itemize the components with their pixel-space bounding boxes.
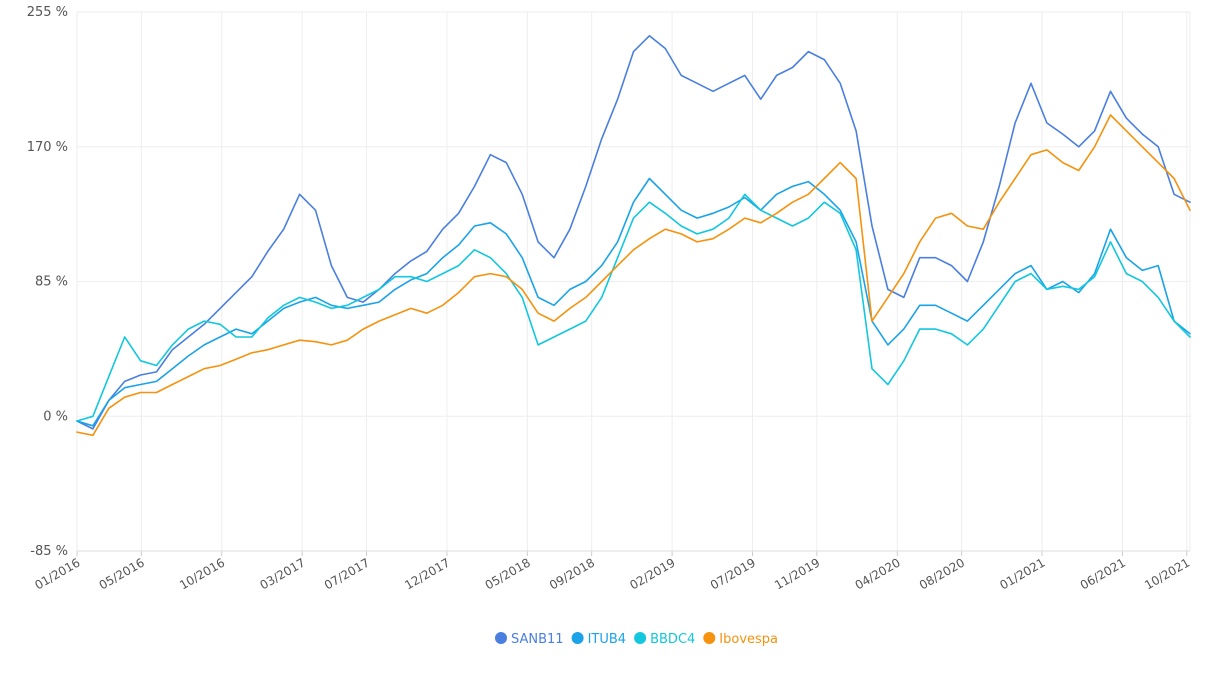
legend-marker-icon <box>495 632 507 644</box>
legend-label: Ibovespa <box>719 632 778 647</box>
x-tick-label: 03/2017 <box>257 555 307 592</box>
x-tick-label: 02/2019 <box>627 555 677 592</box>
legend-marker-icon <box>634 632 647 644</box>
legend-label: SANB11 <box>511 632 564 647</box>
x-axis: 01/2016 05/2016 10/2016 03/2017 07/2017 12/20… <box>32 550 1192 593</box>
x-tick-label: 11/2019 <box>772 555 822 592</box>
legend-item-sanb11[interactable]: SANB11 <box>495 632 564 647</box>
x-tick-label: 08/2020 <box>917 555 967 592</box>
series-line-itub4 <box>76 177 1191 427</box>
legend[interactable]: SANB11 ITUB4 BBDC4 Ibovespa <box>495 632 778 647</box>
y-tick-label: 170 % <box>27 140 68 155</box>
x-tick-label: 04/2020 <box>853 555 903 592</box>
x-tick-label: 01/2016 <box>32 555 82 592</box>
x-tick-label: 05/2016 <box>97 555 147 592</box>
x-tick-label: 10/2021 <box>1142 555 1192 592</box>
legend-item-itub4[interactable]: ITUB4 <box>571 632 626 647</box>
legend-item-ibovespa[interactable]: Ibovespa <box>703 632 778 647</box>
y-tick-label: 255 % <box>27 5 68 20</box>
series-layer <box>76 35 1191 437</box>
x-tick-label: 12/2017 <box>402 555 452 592</box>
x-tick-label: 01/2021 <box>997 555 1047 592</box>
legend-item-bbdc4[interactable]: BBDC4 <box>634 632 695 647</box>
y-tick-label: -85 % <box>30 544 68 559</box>
legend-label: BBDC4 <box>650 632 695 647</box>
x-tick-label: 06/2021 <box>1078 555 1128 592</box>
grid-layer <box>76 11 1191 552</box>
series-line-sanb11 <box>76 35 1191 430</box>
series-line-ibovespa <box>76 114 1191 437</box>
x-tick-label: 07/2017 <box>322 555 372 592</box>
x-tick-label: 07/2019 <box>708 555 758 592</box>
y-tick-label: 0 % <box>43 409 68 424</box>
x-tick-label: 09/2018 <box>547 555 597 592</box>
legend-label: ITUB4 <box>588 632 626 647</box>
x-tick-label: 10/2016 <box>177 555 227 592</box>
y-tick-label: 85 % <box>35 275 68 290</box>
legend-marker-icon <box>571 632 584 644</box>
legend-marker-icon <box>703 632 716 644</box>
x-tick-label: 05/2018 <box>483 555 533 592</box>
y-axis: -85 % 0 % 85 % 170 % 255 % <box>27 5 68 559</box>
series-line-bbdc4 <box>76 193 1191 422</box>
